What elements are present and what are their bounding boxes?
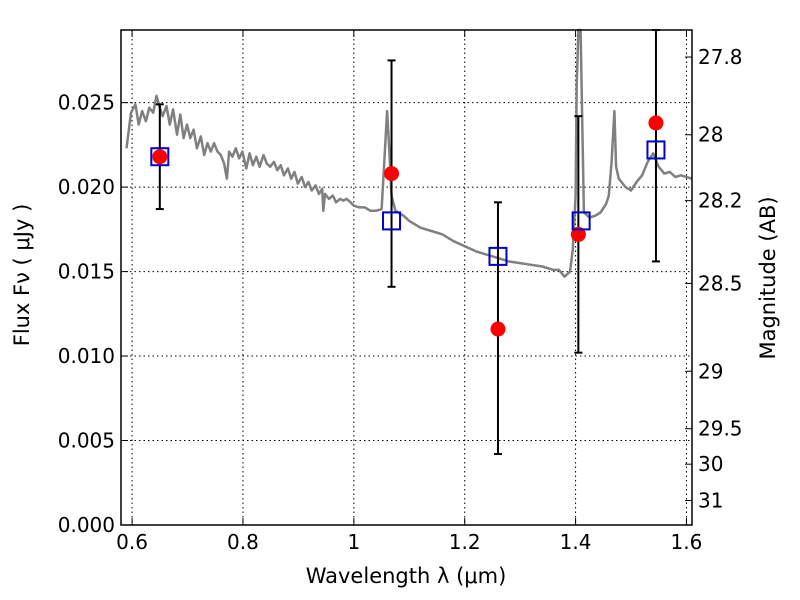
magnitude-tick-label: 28 [698, 123, 723, 147]
x-tick-label: 0.8 [227, 530, 259, 554]
plot-frame [120, 29, 693, 526]
magnitude-tick-label: 29 [698, 359, 723, 383]
x-tick-label: 1.2 [449, 530, 481, 554]
spectrum-series [125, 28, 693, 278]
x-tick-label: 1.6 [671, 530, 703, 554]
grid-lines [121, 30, 692, 526]
observed-points [152, 115, 664, 337]
error-bars [155, 29, 660, 456]
y2-axis-title: Magnitude (AB) [756, 196, 780, 359]
magnitude-axis-ticks: 27.8 28 28.2 28.5 29 29.5 30 31 [685, 45, 743, 513]
y-tick-label: 0.015 [58, 260, 115, 284]
y-tick-label: 0.010 [58, 344, 115, 368]
model-points [150, 140, 666, 266]
model-point [646, 140, 666, 160]
y-tick-label: 0.000 [58, 513, 115, 537]
x-axis-title: Wavelength λ (μm) [306, 564, 507, 588]
observed-point [490, 321, 506, 337]
y-axis-ticks: 0.000 0.005 0.010 0.015 0.020 0.025 [58, 91, 128, 537]
observed-point [152, 149, 168, 165]
model-point [150, 147, 170, 167]
model-point [382, 211, 402, 231]
magnitude-tick-label: 30 [698, 452, 723, 476]
x-axis-ticks: 0.6 0.8 1 1.2 1.4 1.6 [116, 30, 702, 554]
y-tick-label: 0.020 [58, 175, 115, 199]
x-tick-label: 0.6 [116, 530, 148, 554]
y-axis-title: Flux Fν ( μJy ) [10, 204, 34, 347]
x-tick-label: 1 [347, 530, 360, 554]
magnitude-tick-label: 31 [698, 489, 723, 513]
model-point [488, 246, 508, 266]
y-tick-label: 0.005 [58, 429, 115, 453]
observed-point [384, 166, 400, 182]
spectrum-line [125, 28, 693, 278]
magnitude-tick-label: 28.5 [698, 271, 743, 295]
plot-frame-border [120, 29, 693, 526]
observed-point [648, 115, 664, 131]
model-point [571, 211, 591, 231]
magnitude-tick-label: 27.8 [698, 45, 743, 69]
x-tick-label: 1.4 [560, 530, 592, 554]
observed-point [570, 226, 586, 242]
magnitude-tick-label: 28.2 [698, 189, 743, 213]
y-tick-label: 0.025 [58, 91, 115, 115]
magnitude-tick-label: 29.5 [698, 417, 743, 441]
